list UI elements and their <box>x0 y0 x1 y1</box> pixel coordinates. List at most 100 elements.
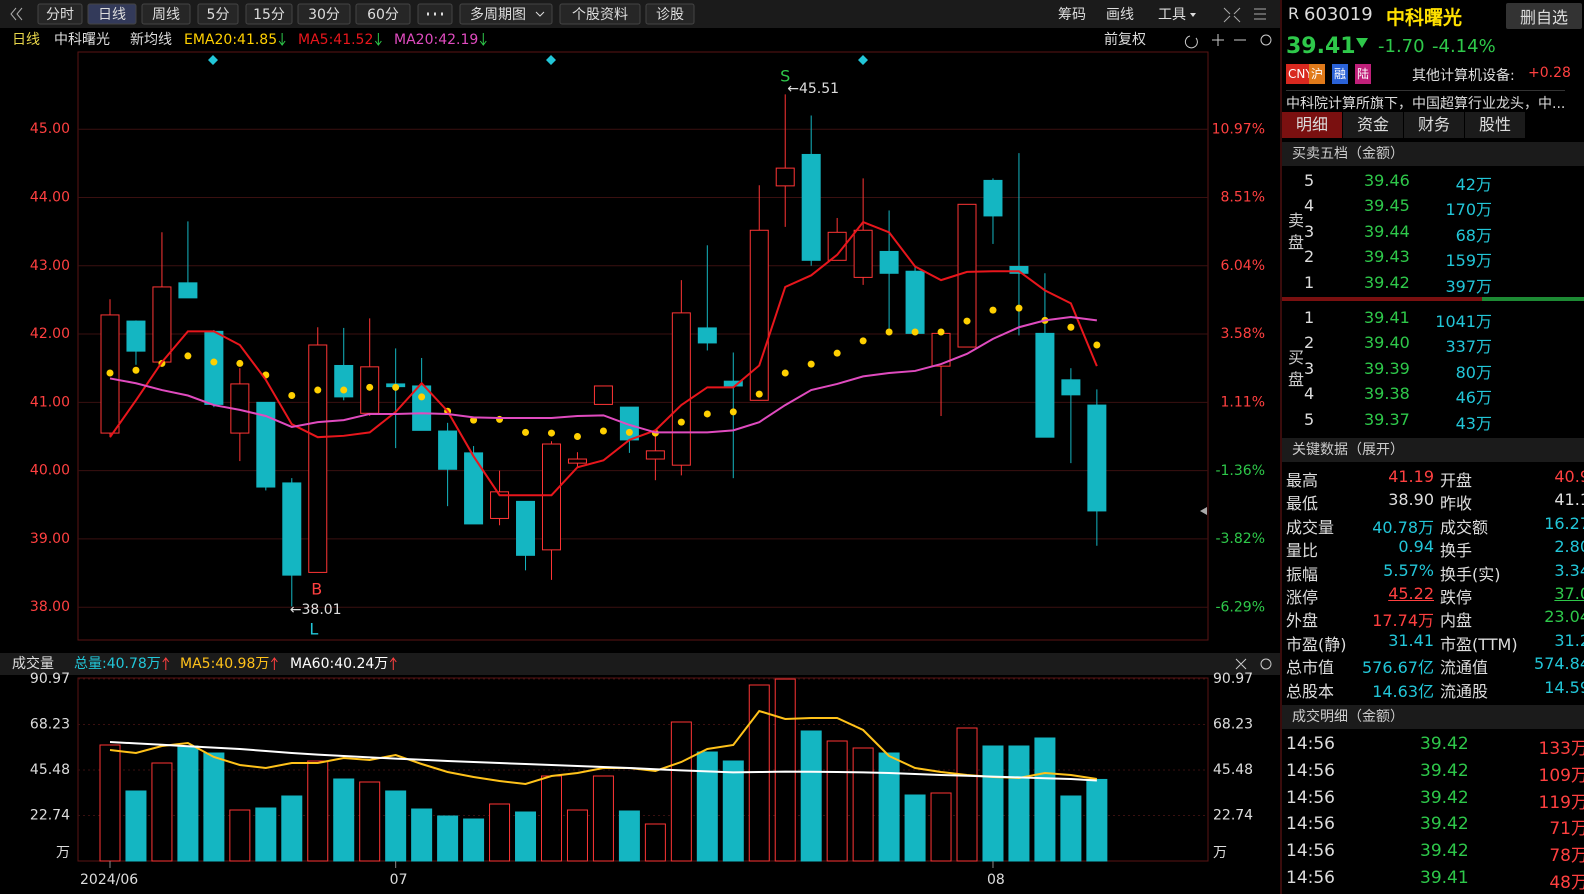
key-label: 市盈(静) <box>1286 634 1347 654</box>
y-tick-label: 39.00 <box>30 531 70 547</box>
ema-dot <box>781 369 789 377</box>
menu-icon[interactable] <box>1254 8 1266 20</box>
candle-body <box>645 450 665 460</box>
candle-body <box>905 270 925 334</box>
candle-body <box>178 282 198 299</box>
y2-tick-label: 6.04% <box>1221 258 1265 274</box>
collapse-icon[interactable] <box>10 7 23 21</box>
adjust-label[interactable]: 前复权 <box>1104 31 1146 48</box>
volume-bar <box>722 760 744 862</box>
key-value: 41.19 <box>1388 467 1434 486</box>
trade-price: 39.41 <box>1420 868 1469 888</box>
candle-body <box>853 229 873 278</box>
trade-volume: 71万 <box>1549 819 1584 840</box>
book-price: 39.42 <box>1364 272 1410 292</box>
candle-body <box>983 179 1003 217</box>
key-value: 576.67亿 <box>1362 658 1434 678</box>
expand-icon[interactable] <box>1223 7 1241 23</box>
toolbar-tab[interactable] <box>197 3 239 25</box>
toolbar-tool[interactable]: 画线 <box>1106 7 1134 23</box>
key-label: 跌停 <box>1440 588 1473 607</box>
trade-time: 14:56 <box>1286 868 1335 888</box>
remove-watchlist-button[interactable]: 删自选 <box>1506 3 1583 29</box>
toolbar-tab-label[interactable]: 多周期图 <box>470 6 526 23</box>
toolbar-tab[interactable] <box>141 3 191 25</box>
ema-dot <box>755 390 763 398</box>
toolbar-tool[interactable]: 筹码 <box>1058 6 1086 23</box>
book-level: 4 <box>1304 196 1315 216</box>
toolbar-tab[interactable] <box>645 3 695 25</box>
description: 中科院计算所旗下，中国超算行业龙头，中... <box>1286 90 1566 113</box>
ema-dot <box>236 359 244 367</box>
toolbar-tab[interactable] <box>297 3 351 25</box>
key-label: 涨停 <box>1286 588 1319 607</box>
toolbar-tab[interactable] <box>37 3 83 25</box>
trade-price: 39.42 <box>1420 841 1469 862</box>
last-price: 39.41 <box>1286 34 1356 59</box>
key-value: 2.80 <box>1554 537 1584 557</box>
toolbar-tab-label[interactable]: 个股资料 <box>572 7 628 23</box>
toolbar-tab-label[interactable]: 分时 <box>46 7 74 23</box>
event-marker[interactable] <box>208 55 868 65</box>
key-label: 流通股 <box>1440 681 1489 701</box>
volume-bar <box>281 795 303 862</box>
candle-body <box>801 153 821 261</box>
toolbar-tab-label[interactable]: 日线 <box>98 7 126 23</box>
toolbar-tab-label[interactable]: 5分 <box>207 7 230 23</box>
volume-bar <box>411 808 433 862</box>
book-volume: 80万 <box>1455 362 1492 382</box>
y2-tick-label: -6.29% <box>1215 599 1265 615</box>
ema-dot <box>314 386 322 394</box>
y2-tick-label: 3.58% <box>1221 326 1265 342</box>
book-price: 39.39 <box>1364 358 1410 378</box>
toolbar-tab-label[interactable]: 30分 <box>308 7 340 23</box>
toolbar-tab-label[interactable]: 周线 <box>152 7 180 23</box>
y2-tick-label: 10.97% <box>1212 121 1265 137</box>
panel-tab[interactable]: 股性 <box>1465 112 1525 138</box>
toolbar-tab-label[interactable]: 诊股 <box>656 7 684 23</box>
candle-body <box>697 327 717 344</box>
key-label: 振幅 <box>1286 564 1319 584</box>
trend-arrow <box>270 657 278 670</box>
key-value: 45.22 <box>1388 584 1434 603</box>
candle-body <box>541 443 561 551</box>
volume-bar <box>1008 745 1030 862</box>
volume-bar <box>696 751 718 862</box>
toolbar-tab-label[interactable]: 15分 <box>253 7 285 23</box>
stock-name: 中科曙光 <box>54 32 110 48</box>
candle-body <box>464 452 484 525</box>
panel-tab[interactable]: 明细 <box>1282 112 1342 138</box>
toolbar-tab[interactable] <box>559 3 641 25</box>
panel-tab[interactable]: 财务 <box>1404 112 1464 138</box>
candle-body <box>723 380 743 387</box>
candle-body <box>1087 404 1107 512</box>
volume-bar <box>618 810 640 862</box>
toolbar-icons[interactable] <box>1184 34 1272 49</box>
y-tick-label: 43.00 <box>30 258 70 274</box>
price-frame <box>77 51 1209 641</box>
price-change-pct: -4.14% <box>1432 36 1496 57</box>
close-icons[interactable] <box>1235 658 1272 670</box>
y2-tick-label: -1.36% <box>1215 463 1265 479</box>
volume-bar <box>540 775 562 862</box>
volume-bar <box>1086 778 1108 862</box>
toolbar-tab[interactable] <box>245 3 293 25</box>
ema-dot <box>496 415 504 423</box>
book-price: 39.44 <box>1364 221 1410 241</box>
volume-bar <box>774 678 796 862</box>
book-volume: 68万 <box>1455 225 1492 245</box>
toolbar-tool[interactable]: 工具 <box>1158 7 1186 23</box>
key-title: 关键数据（展开） <box>1282 438 1584 462</box>
ema-dot <box>184 352 192 360</box>
toolbar-tab[interactable] <box>355 3 411 25</box>
candle-body <box>957 203 977 348</box>
key-value: 16.27 <box>1544 513 1584 533</box>
key-label: 总股本 <box>1286 681 1335 701</box>
toolbar-tab[interactable] <box>459 3 553 25</box>
toolbar-tab-label[interactable]: 60分 <box>367 7 399 23</box>
panel-tab[interactable]: 资金 <box>1343 112 1403 138</box>
trade-volume: 78万 <box>1549 846 1584 867</box>
toolbar-tab[interactable] <box>87 3 137 25</box>
candle-body <box>1061 379 1081 396</box>
dropdown-arrow <box>1190 13 1196 17</box>
